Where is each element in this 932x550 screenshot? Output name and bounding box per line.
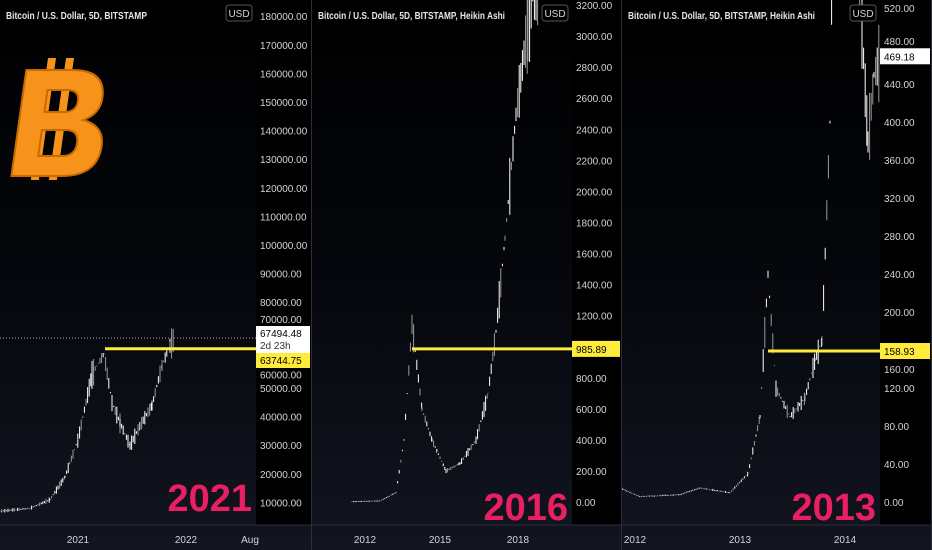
y-tick-label: 120000.00 <box>260 184 308 195</box>
y-tick-label: 80.00 <box>884 422 909 433</box>
currency-label: USD <box>544 9 565 20</box>
chart-panel-2: 3200.00 3000.00 2800.00 2600.00 2400.00 2200.… <box>312 0 622 550</box>
y-tick-label: 400.00 <box>576 436 607 447</box>
y-tick-label: 160000.00 <box>260 69 308 80</box>
y-tick-label: 200.00 <box>884 308 915 319</box>
y-tick-label: 3200.00 <box>576 1 613 12</box>
y-tick-label: 280.00 <box>884 232 915 243</box>
y-tick-label: 1400.00 <box>576 281 613 292</box>
y-tick-label: 50000.00 <box>260 384 302 395</box>
year-label: 2013 <box>791 487 876 529</box>
y-tick-label: 20000.00 <box>260 470 302 481</box>
price-series <box>622 0 880 498</box>
chart-title: Bitcoin / U.S. Dollar, 5D, BITSTAMP <box>6 11 147 22</box>
y-tick-label: 10000.00 <box>260 498 302 509</box>
y-tick-label: 120.00 <box>884 384 915 395</box>
level-price-tag <box>256 353 310 368</box>
price-series <box>351 0 539 503</box>
currency-button[interactable]: USD <box>541 4 569 22</box>
y-tick-label: 360.00 <box>884 156 915 167</box>
chart-title: Bitcoin / U.S. Dollar, 5D, BITSTAMP, Hei… <box>628 11 815 22</box>
y-tick-label: 2600.00 <box>576 94 613 105</box>
y-tick-label: 0.00 <box>576 498 596 509</box>
y-tick-label: 2000.00 <box>576 187 613 198</box>
y-tick-label: 70000.00 <box>260 315 302 326</box>
chart-panel-1: 180000.00 170000.00 160000.00 150000.00 1400… <box>0 0 312 550</box>
y-tick-label: 480.00 <box>884 37 915 48</box>
x-tick-label: 2018 <box>507 535 530 546</box>
y-tick-label: 160.00 <box>884 365 915 376</box>
currency-button[interactable]: USD <box>225 4 253 22</box>
currency-badge <box>849 4 877 22</box>
price-series <box>0 328 174 513</box>
price-axis <box>256 0 312 525</box>
level-price-label: 63744.75 <box>260 356 302 367</box>
y-tick-label: 240.00 <box>884 270 915 281</box>
price-axis <box>572 0 622 525</box>
chart-panel-3: 520.00 480.00 440.00 400.00 360.00 320.00 280.… <box>622 0 932 550</box>
level-price-label: 158.93 <box>884 347 915 358</box>
x-tick-label: 2014 <box>834 535 857 546</box>
y-tick-label: 110000.00 <box>260 212 307 223</box>
current-price-tag <box>256 326 310 353</box>
y-tick-label: 440.00 <box>884 80 915 91</box>
y-tick-label: 60000.00 <box>260 370 302 381</box>
y-tick-label: 100000.00 <box>260 241 308 252</box>
y-tick-label: 3000.00 <box>576 32 613 43</box>
currency-button[interactable]: USD <box>849 4 877 22</box>
y-tick-label: 800.00 <box>576 374 607 385</box>
x-tick-label: 2021 <box>67 535 90 546</box>
current-price-label: 67494.48 <box>260 329 302 340</box>
year-label: 2021 <box>167 478 252 520</box>
y-tick-label: 200.00 <box>576 467 607 478</box>
currency-badge <box>225 4 253 22</box>
y-tick-label: 130000.00 <box>260 155 308 166</box>
current-price-tag <box>880 48 930 65</box>
currency-badge <box>541 4 569 22</box>
level-price-tag <box>572 340 620 357</box>
y-tick-label: 0.00 <box>884 498 904 509</box>
y-tick-label: 180000.00 <box>260 12 308 23</box>
currency-label: USD <box>852 9 873 20</box>
y-tick-label: 1800.00 <box>576 218 613 229</box>
y-tick-label: 320.00 <box>884 194 915 205</box>
y-tick-label: 80000.00 <box>260 298 302 309</box>
y-tick-label: 150000.00 <box>260 98 308 109</box>
y-tick-label: 40000.00 <box>260 413 302 424</box>
x-tick-label: 2022 <box>175 535 198 546</box>
y-tick-label: 90000.00 <box>260 270 302 281</box>
currency-label: USD <box>228 9 249 20</box>
x-tick-label: 2013 <box>729 535 752 546</box>
y-tick-label: 1600.00 <box>576 250 613 261</box>
chart-title: Bitcoin / U.S. Dollar, 5D, BITSTAMP, Hei… <box>318 11 505 22</box>
y-tick-label: 140000.00 <box>260 127 308 138</box>
y-tick-label: 170000.00 <box>260 41 308 52</box>
y-tick-label: 2200.00 <box>576 156 613 167</box>
x-tick-label: 2012 <box>624 535 647 546</box>
level-price-tag <box>880 343 930 360</box>
y-tick-label: 400.00 <box>884 118 915 129</box>
y-tick-label: 600.00 <box>576 405 607 416</box>
x-tick-label: Aug <box>241 535 259 546</box>
year-label: 2016 <box>483 487 568 529</box>
price-axis <box>880 0 932 525</box>
bitcoin-logo <box>10 58 104 180</box>
y-tick-label: 2400.00 <box>576 125 613 136</box>
y-tick-label: 30000.00 <box>260 441 302 452</box>
y-tick-label: 520.00 <box>884 4 915 15</box>
y-tick-label: 40.00 <box>884 460 909 471</box>
x-tick-label: 2012 <box>354 535 377 546</box>
y-tick-label: 1200.00 <box>576 312 613 323</box>
y-tick-label: 2800.00 <box>576 63 613 74</box>
x-tick-label: 2015 <box>429 535 452 546</box>
current-price-label: 469.18 <box>884 52 915 63</box>
countdown-label: 2d 23h <box>260 341 291 352</box>
level-price-label: 985.89 <box>576 345 607 356</box>
bitcoin-icon <box>10 69 104 177</box>
